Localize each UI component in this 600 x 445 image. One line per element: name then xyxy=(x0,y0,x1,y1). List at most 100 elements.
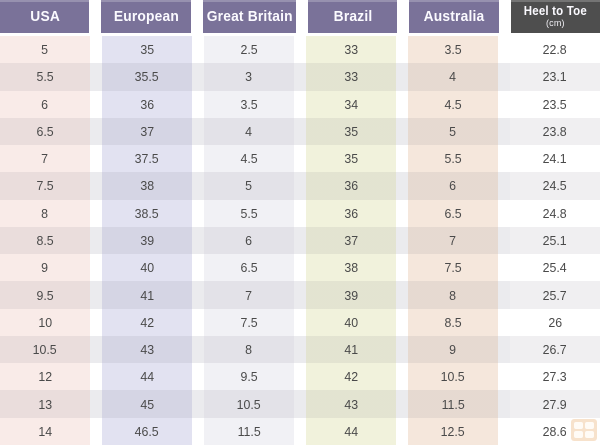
cell-usa: 8.5 xyxy=(0,226,90,255)
table-row: 6 36 3.5 34 4.5 23.5 xyxy=(0,90,600,118)
header-cell-great_britain: Great Britain xyxy=(202,0,297,33)
cell-great_britain: 7 xyxy=(204,281,294,309)
header-cell-usa: USA xyxy=(0,0,90,33)
cell-brazil: 35 xyxy=(306,117,396,146)
cell-usa: 14 xyxy=(0,417,90,445)
header-cell-heel_to_toe: Heel to Toe (cm) xyxy=(510,0,600,33)
column-label: Heel to Toe xyxy=(523,3,587,18)
table-row: 8 38.5 5.5 36 6.5 24.8 xyxy=(0,199,600,227)
cell-great_britain: 7.5 xyxy=(204,308,294,336)
cell-heel_to_toe: 23.5 xyxy=(510,90,600,118)
table-row: 5.5 35.5 3 33 4 23.1 xyxy=(0,63,600,91)
cell-australia: 12.5 xyxy=(408,417,498,445)
cell-heel_to_toe: 25.7 xyxy=(510,281,600,309)
cell-great_britain: 6.5 xyxy=(204,254,294,282)
cell-european: 38 xyxy=(102,172,192,200)
cell-australia: 6 xyxy=(408,172,498,200)
table-row: 5 35 2.5 33 3.5 22.8 xyxy=(0,36,600,64)
cell-australia: 5 xyxy=(408,117,498,146)
table-row: 9.5 41 7 39 8 25.7 xyxy=(0,281,600,309)
cell-great_britain: 3.5 xyxy=(204,90,294,118)
cell-great_britain: 11.5 xyxy=(204,417,294,445)
cell-usa: 7.5 xyxy=(0,172,90,200)
cell-great_britain: 4.5 xyxy=(204,145,294,173)
table-row: 10.5 43 8 41 9 26.7 xyxy=(0,335,600,364)
table-row: 12 44 9.5 42 10.5 27.3 xyxy=(0,363,600,391)
cell-european: 39 xyxy=(102,226,192,255)
cell-heel_to_toe: 25.4 xyxy=(510,254,600,282)
cell-european: 42 xyxy=(102,308,192,336)
cell-european: 46.5 xyxy=(102,417,192,445)
cell-european: 45 xyxy=(102,390,192,418)
cell-usa: 8 xyxy=(0,199,90,227)
cell-heel_to_toe: 26.7 xyxy=(510,335,600,364)
cell-australia: 6.5 xyxy=(408,199,498,227)
cell-european: 40 xyxy=(102,254,192,282)
cell-european: 41 xyxy=(102,281,192,309)
cell-heel_to_toe: 22.8 xyxy=(510,36,600,64)
cell-usa: 7 xyxy=(0,145,90,173)
cell-usa: 12 xyxy=(0,363,90,391)
cell-australia: 3.5 xyxy=(408,36,498,64)
cell-heel_to_toe: 27.9 xyxy=(510,390,600,418)
cell-european: 44 xyxy=(102,363,192,391)
table-row: 8.5 39 6 37 7 25.1 xyxy=(0,226,600,255)
watermark-grid-logo-icon xyxy=(571,419,597,441)
cell-brazil: 36 xyxy=(306,199,396,227)
cell-heel_to_toe: 24.8 xyxy=(510,199,600,227)
column-label: Brazil xyxy=(333,7,373,25)
cell-heel_to_toe: 23.1 xyxy=(510,63,600,91)
column-label: European xyxy=(113,7,179,25)
cell-heel_to_toe: 23.8 xyxy=(510,117,600,146)
cell-australia: 7.5 xyxy=(408,254,498,282)
cell-european: 35 xyxy=(102,36,192,64)
cell-heel_to_toe: 26 xyxy=(510,308,600,336)
cell-australia: 8 xyxy=(408,281,498,309)
cell-brazil: 42 xyxy=(306,363,396,391)
table-row: 14 46.5 11.5 44 12.5 28.6 xyxy=(0,417,600,445)
cell-brazil: 35 xyxy=(306,145,396,173)
cell-brazil: 33 xyxy=(306,36,396,64)
cell-australia: 7 xyxy=(408,226,498,255)
table-row: 6.5 37 4 35 5 23.8 xyxy=(0,117,600,146)
cell-usa: 6.5 xyxy=(0,117,90,146)
cell-european: 37.5 xyxy=(102,145,192,173)
cell-australia: 8.5 xyxy=(408,308,498,336)
cell-usa: 9.5 xyxy=(0,281,90,309)
cell-australia: 5.5 xyxy=(408,145,498,173)
cell-brazil: 39 xyxy=(306,281,396,309)
cell-brazil: 43 xyxy=(306,390,396,418)
cell-heel_to_toe: 28.6 xyxy=(510,417,600,445)
cell-usa: 5 xyxy=(0,36,90,64)
header-cell-australia: Australia xyxy=(409,0,499,33)
cell-usa: 6 xyxy=(0,90,90,118)
cell-usa: 5.5 xyxy=(0,63,90,91)
cell-great_britain: 4 xyxy=(204,117,294,146)
cell-australia: 4.5 xyxy=(408,90,498,118)
column-unit-label: (cm) xyxy=(545,17,565,28)
cell-heel_to_toe: 25.1 xyxy=(510,226,600,255)
table-row: 13 45 10.5 43 11.5 27.9 xyxy=(0,390,600,418)
cell-australia: 10.5 xyxy=(408,363,498,391)
column-label: Great Britain xyxy=(206,7,293,25)
cell-brazil: 33 xyxy=(306,63,396,91)
cell-european: 35.5 xyxy=(102,63,192,91)
cell-european: 38.5 xyxy=(102,199,192,227)
table-row: 9 40 6.5 38 7.5 25.4 xyxy=(0,254,600,282)
cell-heel_to_toe: 24.5 xyxy=(510,172,600,200)
cell-usa: 9 xyxy=(0,254,90,282)
cell-european: 43 xyxy=(102,335,192,364)
cell-heel_to_toe: 27.3 xyxy=(510,363,600,391)
header-cell-european: European xyxy=(101,0,191,33)
cell-great_britain: 3 xyxy=(204,63,294,91)
cell-great_britain: 2.5 xyxy=(204,36,294,64)
table-header-row: USA European Great Britain Brazil Australia H… xyxy=(0,0,600,33)
cell-australia: 4 xyxy=(408,63,498,91)
cell-brazil: 36 xyxy=(306,172,396,200)
table-body: 5 35 2.5 33 3.5 22.8 5.5 35.5 3 33 4 23.1 6 36 3.5 34 4.… xyxy=(0,36,600,445)
cell-great_britain: 8 xyxy=(204,335,294,364)
header-cell-brazil: Brazil xyxy=(308,0,398,33)
column-label: USA xyxy=(29,7,60,25)
cell-european: 36 xyxy=(102,90,192,118)
table-row: 10 42 7.5 40 8.5 26 xyxy=(0,308,600,336)
